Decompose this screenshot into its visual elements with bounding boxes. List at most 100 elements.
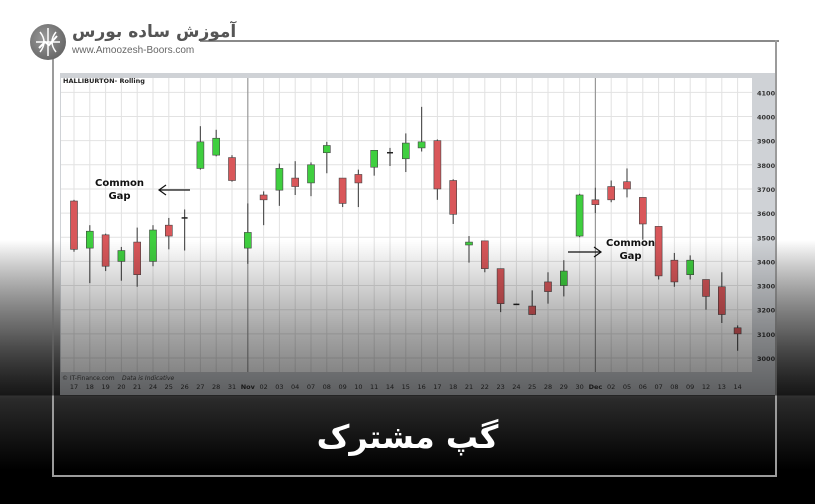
candle-down: [702, 279, 710, 297]
x-tick-label: 22: [481, 383, 489, 391]
candle-up: [575, 194, 584, 237]
x-tick-label: 17: [433, 383, 441, 391]
x-tick-label: 18: [449, 383, 457, 391]
x-tick-label: 14: [386, 383, 394, 391]
candle-up: [322, 145, 331, 154]
x-tick-label: 06: [639, 383, 647, 391]
headline: گپ مشترک: [316, 418, 499, 456]
candle-up: [417, 141, 426, 149]
x-tick-label: 20: [117, 383, 125, 391]
x-tick-label: 02: [259, 383, 267, 391]
x-tick-label: 27: [196, 383, 204, 391]
candle-down: [654, 226, 663, 277]
x-tick-label: 25: [165, 383, 173, 391]
x-tick-label: 12: [702, 383, 710, 391]
candle-up: [307, 164, 315, 184]
candle-up: [117, 250, 126, 262]
candle-down: [133, 241, 141, 275]
candle-up: [370, 150, 379, 168]
footer-copyright: © IT-Finance.com: [62, 375, 115, 382]
footer-note: Data is Indicative: [122, 375, 175, 382]
x-tick-label: 29: [560, 383, 568, 391]
candle-up: [559, 270, 568, 286]
y-tick-label: 3300: [757, 283, 776, 291]
candle-down: [496, 268, 505, 304]
y-tick-label: 3200: [757, 307, 776, 315]
x-tick-label: 09: [338, 383, 346, 391]
chart-title: HALLIBURTON- Rolling: [63, 77, 145, 85]
x-tick-label: Dec: [589, 383, 603, 391]
x-tick-label: 30: [575, 383, 583, 391]
y-tick-label: 3600: [757, 210, 776, 218]
y-tick-label: 3400: [757, 258, 776, 266]
y-tick-label: 3500: [757, 234, 776, 242]
x-tick-label: 15: [402, 383, 410, 391]
candle-up: [275, 168, 284, 191]
x-tick-label: 05: [623, 383, 631, 391]
x-tick-label: 09: [686, 383, 694, 391]
annotation-line2: Gap: [619, 251, 642, 262]
annotation-line1: Common: [95, 178, 145, 189]
x-tick-label: 23: [496, 383, 504, 391]
candle-down: [544, 281, 552, 292]
candle-down: [259, 194, 268, 201]
x-tick-label: 24: [512, 383, 520, 391]
candle-down: [607, 186, 616, 201]
candle-down: [638, 197, 647, 225]
x-tick-label: 07: [307, 383, 315, 391]
y-tick-label: 3800: [757, 162, 776, 170]
candle-down: [228, 157, 236, 181]
annotation-line2: Gap: [108, 191, 131, 202]
x-tick-label: 08: [323, 383, 331, 391]
candle-up: [686, 259, 695, 275]
x-tick-label: 04: [291, 383, 299, 391]
x-tick-label: 19: [101, 383, 109, 391]
candle-up: [86, 230, 94, 249]
plot-area: [61, 78, 752, 372]
x-tick-label: 07: [654, 383, 662, 391]
candle-down: [354, 174, 363, 184]
candle-down: [70, 200, 78, 250]
x-tick-label: 08: [670, 383, 678, 391]
y-tick-label: 3700: [757, 186, 776, 194]
x-tick-label: 14: [733, 383, 741, 391]
candle-down: [449, 180, 458, 215]
x-tick-label: 16: [417, 383, 425, 391]
candle-down: [338, 177, 347, 204]
x-tick-label: 10: [354, 383, 362, 391]
candle-down: [733, 327, 742, 335]
x-tick-label: 28: [212, 383, 220, 391]
y-tick-label: 3100: [757, 331, 776, 339]
x-tick-label: 18: [86, 383, 94, 391]
candle-up: [212, 137, 220, 156]
candle-up: [401, 142, 410, 160]
y-tick-label: 4100: [757, 89, 776, 97]
candle-up: [149, 229, 157, 262]
y-tick-label: 3000: [757, 355, 776, 363]
x-tick-label: 24: [149, 383, 157, 391]
annotation-common-gap-left: Common Gap: [95, 177, 144, 203]
candle-up: [465, 241, 473, 246]
x-tick-label: 26: [180, 383, 188, 391]
candle-down: [291, 177, 300, 187]
annotation-common-gap-right: Common Gap: [606, 237, 655, 263]
candle-down: [717, 286, 726, 315]
x-tick-label: Nov: [241, 383, 256, 391]
candle-down: [165, 224, 173, 237]
candle-down: [528, 305, 537, 315]
x-tick-label: 21: [133, 383, 141, 391]
x-tick-label: 13: [718, 383, 726, 391]
x-tick-label: 03: [275, 383, 283, 391]
candle-down: [591, 199, 600, 205]
x-tick-label: 28: [544, 383, 552, 391]
candle-down: [670, 259, 679, 283]
y-tick-label: 3900: [757, 138, 776, 146]
candle-down: [433, 140, 442, 190]
x-tick-label: 21: [465, 383, 473, 391]
candle-up: [244, 232, 252, 249]
annotation-line1: Common: [606, 238, 656, 249]
x-tick-label: 02: [607, 383, 615, 391]
candle-down: [101, 234, 110, 267]
x-tick-label: 25: [528, 383, 536, 391]
candle-down: [480, 240, 489, 269]
